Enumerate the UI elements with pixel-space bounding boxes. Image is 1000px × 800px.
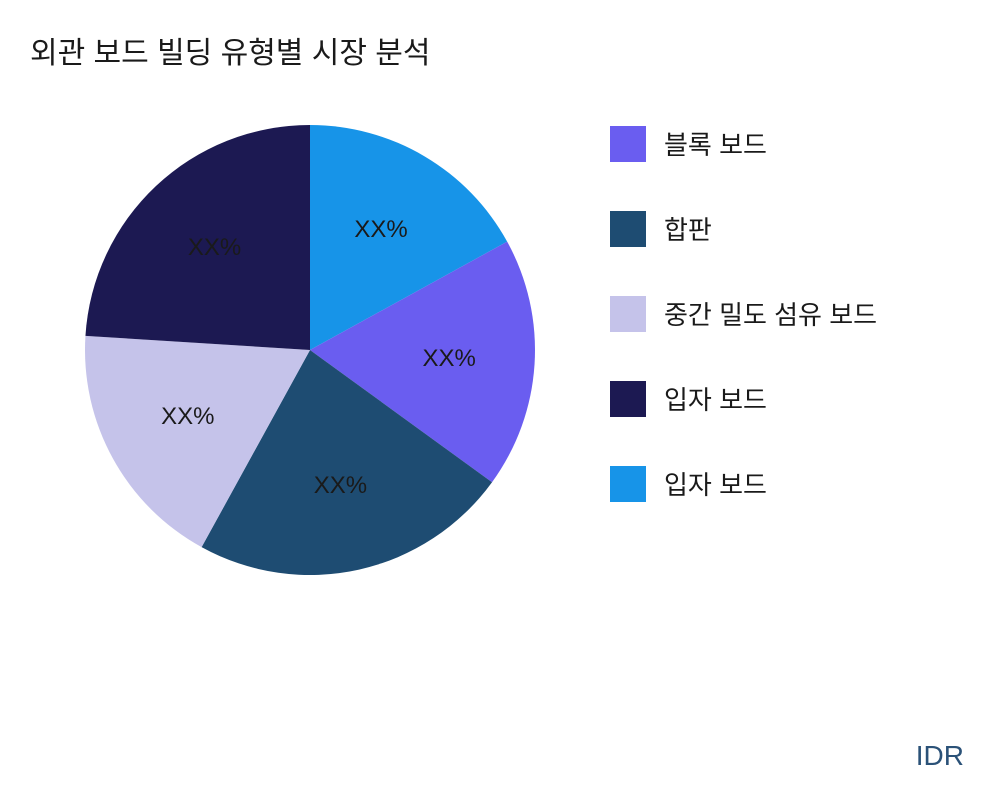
slice-value-label: XX% <box>354 216 407 244</box>
slice-value-label: XX% <box>188 234 241 262</box>
legend-label: 입자 보드 <box>664 380 767 417</box>
footer-brand: IDR <box>916 740 964 772</box>
legend-swatch <box>610 466 646 502</box>
legend-label: 합판 <box>664 210 712 247</box>
chart-title: 외관 보드 빌딩 유형별 시장 분석 <box>30 28 430 72</box>
legend-item: 블록 보드 <box>610 125 877 162</box>
legend-swatch <box>610 381 646 417</box>
legend-label: 입자 보드 <box>664 465 767 502</box>
pie-chart: XX% XX% XX% XX% XX% <box>80 120 540 580</box>
slice-value-label: XX% <box>161 403 214 431</box>
legend-item: 입자 보드 <box>610 465 877 502</box>
legend-swatch <box>610 296 646 332</box>
legend: 블록 보드합판중간 밀도 섬유 보드입자 보드입자 보드 <box>610 125 877 502</box>
legend-label: 중간 밀도 섬유 보드 <box>664 295 877 332</box>
legend-swatch <box>610 211 646 247</box>
legend-swatch <box>610 126 646 162</box>
slice-value-label: XX% <box>314 472 367 500</box>
legend-label: 블록 보드 <box>664 125 767 162</box>
slice-value-label: XX% <box>423 345 476 373</box>
legend-item: 합판 <box>610 210 877 247</box>
legend-item: 중간 밀도 섬유 보드 <box>610 295 877 332</box>
legend-item: 입자 보드 <box>610 380 877 417</box>
